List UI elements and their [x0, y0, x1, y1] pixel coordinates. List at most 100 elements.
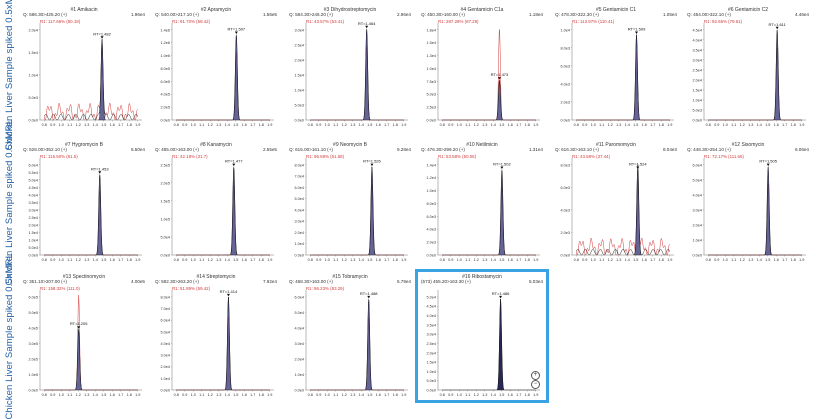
x-tick-label: 1.2: [740, 123, 745, 127]
chromatogram-panel[interactable]: 0.0e0 5.0e4 1.0e5 1.5e5 2.0e5 2.5e5 0.8 0.9 1.0 1…: [152, 140, 280, 265]
x-tick-label: 1.3: [350, 123, 355, 127]
chromatogram-panel[interactable]: 0.0e0 1.0e4 2.0e4 3.0e4 4.0e4 5.0e4 6.0e4 7.0e4…: [152, 272, 280, 400]
chromatogram-panel[interactable]: 0.0e0 5.0e3 1.0e4 1.5e4 2.0e4 0.8 0.9 1.0 1.1 1.2…: [20, 5, 148, 130]
y-tick-label: 6.0e3: [426, 215, 436, 219]
transition-filter: Q: 448.30>254.10 (+): [687, 147, 731, 152]
y-tick-label: 3.0e4: [426, 333, 436, 337]
y-tick-label: 1.4e4: [426, 163, 436, 167]
y-tick-label: 0.0e0: [28, 254, 38, 258]
x-tick-label: 1.6: [242, 393, 247, 397]
transition-filter: Q: 586.30>425.20 (+): [23, 12, 67, 17]
integrated-peak: [365, 298, 373, 391]
x-tick-label: 1.5: [499, 393, 504, 397]
chromatogram-panel[interactable]: 0.0e0 5.0e3 1.0e4 1.5e4 2.0e4 2.5e4 3.0e4 0.8 0.…: [286, 5, 414, 130]
qualifier-trace: [176, 185, 270, 256]
zoom-in-icon[interactable]: +: [531, 371, 540, 380]
y-tick-label: 1.4e6: [160, 28, 170, 32]
x-tick-label: 0.9: [316, 258, 321, 262]
x-tick-label: 1.3: [482, 258, 487, 262]
compound-title: #5 Gentamicin C1: [595, 7, 637, 13]
qualifier-trace: [708, 184, 802, 256]
y-tick-label: 5.0e4: [426, 295, 436, 299]
chromatogram-panel[interactable]: 0.0e0 2.0e3 4.0e3 6.0e3 8.0e3 1.0e4 1.2e4 1.4e4…: [418, 140, 546, 265]
y-tick-label: 8.0e4: [294, 163, 304, 167]
x-tick-label: 0.9: [316, 393, 321, 397]
x-tick-label: 0.8: [706, 123, 711, 127]
retention-time-label: RT=1.205: [70, 321, 88, 326]
x-tick-label: 1.7: [384, 258, 389, 262]
zoom-out-icon[interactable]: −: [531, 380, 540, 389]
x-tick-label: 0.8: [174, 123, 179, 127]
y-tick-label: 2.0e4: [692, 78, 702, 82]
x-tick-label: 0.8: [308, 258, 313, 262]
y-tick-label: 4.0e4: [28, 193, 38, 197]
x-tick-label: 0.8: [574, 123, 579, 127]
x-tick-label: 0.9: [448, 258, 453, 262]
x-tick-label: 1.6: [242, 258, 247, 262]
x-tick-label: 1.1: [333, 258, 338, 262]
x-tick-label: 1.1: [199, 123, 204, 127]
max-intensity: 2.55e5: [262, 147, 277, 152]
y-tick-label: 1.2e6: [160, 41, 170, 45]
y-tick-label: 4.0e3: [560, 208, 570, 212]
retention-time-label: RT=1.509: [628, 27, 646, 32]
x-tick-label: 0.9: [182, 123, 187, 127]
y-tick-label: 4.5e4: [28, 186, 38, 190]
y-tick-label: 0.0e0: [28, 119, 38, 123]
y-tick-label: 4.5e4: [426, 305, 436, 309]
apex-marker: [766, 163, 770, 167]
chromatogram-panel[interactable]: 0.0e0 2.5e3 5.0e3 7.5e3 1.0e4 1.3e4 1.5e4 1.8e4…: [418, 5, 546, 130]
quantifier-trace: [176, 167, 270, 256]
y-tick-label: 2.0e4: [294, 231, 304, 235]
y-tick-label: 5.0e3: [426, 379, 436, 383]
integrated-peak: [773, 29, 781, 121]
x-tick-label: 1.9: [135, 123, 140, 127]
chromatogram-panel[interactable]: 0.0e0 5.0e3 1.0e4 1.5e4 2.0e4 2.5e4 3.0e4 3.5e4…: [415, 269, 549, 403]
retention-time-label: RT=1.507: [228, 27, 246, 32]
x-tick-label: 1.3: [84, 258, 89, 262]
chromatogram-panel[interactable]: 0.0e0 5.0e3 1.0e4 1.5e4 2.0e4 2.5e4 3.0e4 3.5e4…: [684, 5, 812, 130]
integrated-peak: [98, 39, 106, 121]
x-tick-label: 1.3: [84, 393, 89, 397]
chromatogram-panel[interactable]: 0.0e0 1.0e4 2.0e4 3.0e4 4.0e4 5.0e4 6.0e4 0.8 0.…: [684, 140, 812, 265]
apex-marker: [226, 293, 230, 297]
x-tick-label: 1.0: [457, 123, 462, 127]
y-tick-label: 5.0e3: [294, 103, 304, 107]
chromatogram-panel[interactable]: 0.0e0 1.0e5 2.0e5 3.0e5 4.0e5 5.0e5 6.0e5 0.8 0.…: [20, 272, 148, 400]
x-tick-label: 0.9: [50, 123, 55, 127]
x-tick-label: 1.2: [208, 393, 213, 397]
chromatogram-panel[interactable]: 0.0e0 1.0e4 2.0e4 3.0e4 4.0e4 5.0e4 6.0e4 7.0e4…: [286, 140, 414, 265]
ion-ratio: R1: 115.50% (61.5): [40, 154, 78, 159]
x-tick-label: 1.3: [748, 258, 753, 262]
y-tick-label: 1.0e4: [426, 370, 436, 374]
compound-title: #13 Spectinomycin: [62, 274, 106, 280]
chromatogram-panel[interactable]: 0.0e0 2.0e3 4.0e3 6.0e3 8.0e3 0.8 0.9 1.0 1.1 1.2…: [552, 140, 680, 265]
x-tick-label: 1.1: [599, 258, 604, 262]
y-tick-label: 8.0e3: [560, 46, 570, 50]
x-tick-label: 1.6: [376, 258, 381, 262]
chromatogram-panel[interactable]: 0.0e0 1.0e4 2.0e4 3.0e4 4.0e4 5.0e4 6.0e4 0.8 0.…: [286, 272, 414, 400]
x-tick-label: 1.0: [59, 258, 64, 262]
qualifier-trace: [442, 29, 536, 121]
x-tick-label: 1.4: [93, 123, 98, 127]
chromatogram-panel[interactable]: 0.0e0 5.0e3 1.0e4 1.5e4 2.0e4 2.5e4 3.0e4 3.5e4…: [20, 140, 148, 265]
y-tick-label: 1.0e4: [294, 242, 304, 246]
chromatogram-plot: 0.0e0 1.0e5 2.0e5 3.0e5 4.0e5 5.0e5 6.0e5 0.8 0.…: [28, 290, 142, 397]
x-tick-label: 1.6: [508, 258, 513, 262]
y-tick-label: 1.5e4: [28, 231, 38, 235]
x-tick-label: 1.4: [225, 258, 230, 262]
x-tick-label: 1.0: [191, 123, 196, 127]
x-tick-label: 1.1: [67, 393, 72, 397]
x-tick-label: 1.5: [633, 123, 638, 127]
chromatogram-panel[interactable]: 0.0e0 2.0e5 4.0e5 6.0e5 8.0e5 1.0e6 1.2e6 1.4e6…: [152, 5, 280, 130]
x-tick-label: 1.8: [259, 123, 264, 127]
chromatogram-panel[interactable]: 0.0e0 2.0e3 4.0e3 6.0e3 8.0e3 1.0e4 0.8 0.9 1.0 1…: [552, 5, 680, 130]
y-tick-label: 1.0e4: [294, 88, 304, 92]
compound-title: #2 Apramycin: [200, 7, 232, 13]
max-intensity: 1.05e4: [662, 12, 677, 17]
x-tick-label: 1.9: [267, 393, 272, 397]
y-tick-label: 8.0e3: [426, 202, 436, 206]
x-tick-label: 1.4: [93, 258, 98, 262]
ion-ratio: R1: 91.70% (58.42): [172, 19, 211, 24]
y-tick-label: 3.0e4: [28, 208, 38, 212]
